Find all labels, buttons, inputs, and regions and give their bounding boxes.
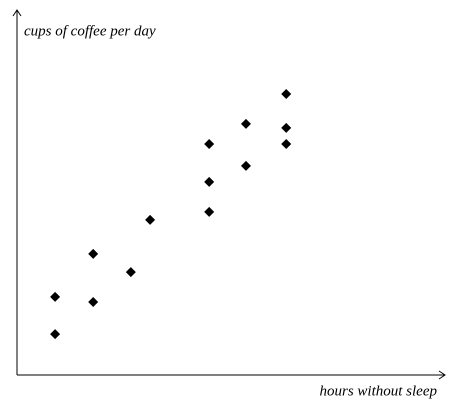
- x-axis-arrow: [438, 370, 446, 380]
- point: [240, 118, 251, 129]
- point: [125, 267, 136, 278]
- point: [88, 248, 99, 259]
- point: [281, 88, 292, 99]
- point: [204, 206, 215, 217]
- point: [204, 138, 215, 149]
- point: [281, 138, 292, 149]
- point: [145, 214, 156, 225]
- point: [240, 160, 251, 171]
- y-axis-label: cups of coffee per day: [24, 23, 156, 39]
- point: [50, 291, 61, 302]
- y-axis-arrow: [12, 9, 22, 17]
- point: [50, 329, 61, 340]
- point: [204, 176, 215, 187]
- point: [281, 122, 292, 133]
- x-axis-label: hours without sleep: [319, 383, 437, 399]
- point: [88, 297, 99, 307]
